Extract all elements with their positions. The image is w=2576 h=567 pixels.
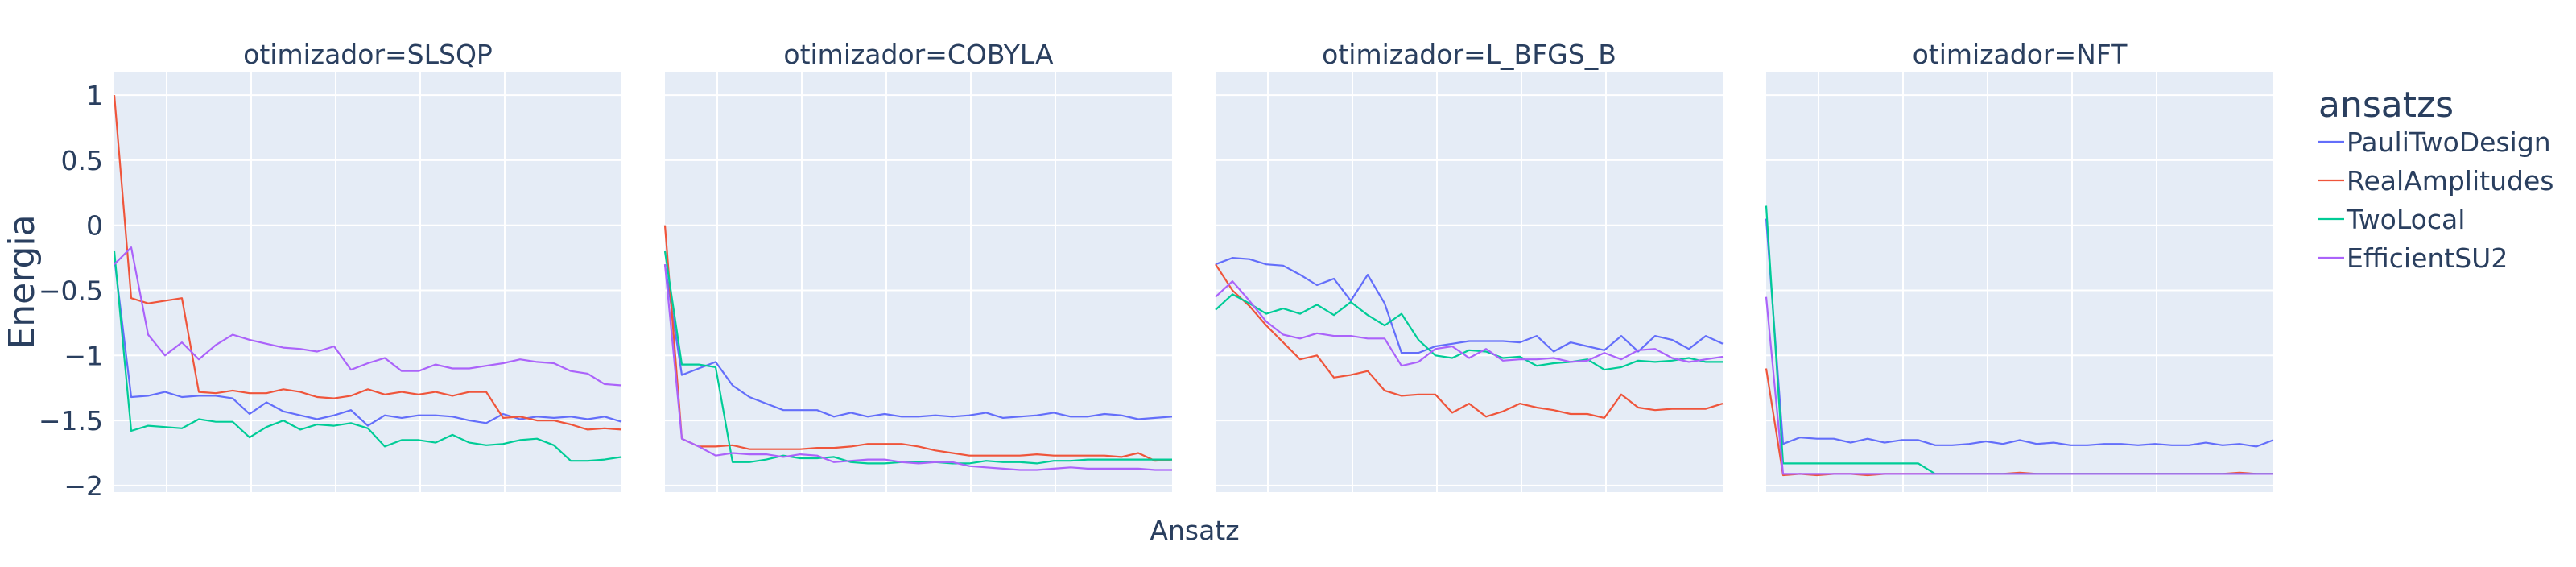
- series-line-RealAmplitudes: [663, 225, 1173, 462]
- y-tick-label: 1: [86, 80, 103, 111]
- facet-title: otimizador=COBYLA: [783, 39, 1054, 70]
- y-axis-title: Energia: [2, 214, 43, 349]
- series-line-PauliTwoDesign: [1765, 218, 2274, 448]
- legend-label: RealAmplitudes: [2347, 165, 2553, 197]
- y-tick-label: 0.5: [61, 145, 103, 176]
- legend-title: ansatzs: [2318, 85, 2454, 126]
- plot-background: [1766, 72, 2273, 492]
- y-tick-label: −1.5: [39, 405, 103, 437]
- y-tick-label: −0.5: [39, 275, 103, 307]
- legend-label: EfficientSU2: [2347, 242, 2508, 274]
- plot-background: [665, 72, 1172, 492]
- facet-panel-2: [1215, 72, 1724, 492]
- legend-label: TwoLocal: [2346, 204, 2465, 235]
- y-tick-label: −1: [64, 340, 103, 371]
- y-tick-label: 0: [86, 210, 103, 242]
- series-line-RealAmplitudes: [113, 95, 622, 431]
- plot-background: [114, 72, 621, 492]
- facet-panel-3: [1765, 72, 2274, 492]
- series-line-EfficientSU2: [663, 264, 1172, 471]
- facet-title: otimizador=NFT: [1913, 39, 2128, 70]
- series-line-EfficientSU2: [1215, 280, 1724, 367]
- y-tick-label: −2: [64, 470, 103, 502]
- plot-background: [1216, 72, 1723, 492]
- series-line-TwoLocal: [1215, 293, 1723, 371]
- x-axis-title: Ansatz: [1150, 515, 1239, 546]
- facet-title: otimizador=L_BFGS_B: [1322, 39, 1616, 70]
- series-line-TwoLocal: [663, 250, 1172, 465]
- facet-panel-0: [113, 72, 622, 492]
- series-line-EfficientSU2: [114, 246, 622, 387]
- facet-title: otimizador=SLSQP: [243, 39, 493, 70]
- facet-panel-1: [663, 72, 1173, 492]
- series-line-RealAmplitudes: [1215, 263, 1724, 420]
- series-line-PauliTwoDesign: [113, 257, 622, 427]
- series-line-EfficientSU2: [1765, 296, 2273, 475]
- series-line-PauliTwoDesign: [1215, 257, 1724, 354]
- series-line-PauliTwoDesign: [663, 264, 1173, 420]
- legend-label: PauliTwoDesign: [2347, 126, 2551, 158]
- series-line-TwoLocal: [113, 250, 622, 462]
